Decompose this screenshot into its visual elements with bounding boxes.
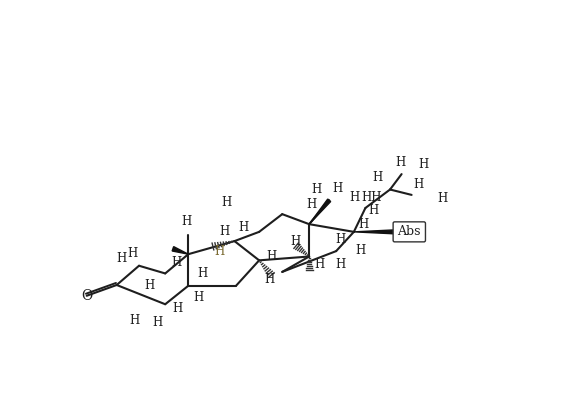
Text: H: H [336, 258, 346, 271]
Text: H: H [395, 156, 405, 169]
Text: H: H [418, 158, 428, 171]
Text: H: H [214, 245, 224, 258]
Text: H: H [171, 256, 181, 269]
Text: H: H [152, 316, 163, 329]
Polygon shape [172, 247, 188, 254]
Text: H: H [356, 244, 366, 257]
Text: H: H [332, 182, 343, 195]
Text: H: H [239, 221, 249, 234]
Text: H: H [369, 204, 379, 217]
Text: H: H [222, 196, 232, 209]
Text: H: H [314, 258, 324, 271]
Text: H: H [144, 279, 155, 292]
Text: H: H [266, 250, 276, 263]
Text: O: O [81, 289, 93, 303]
Polygon shape [309, 199, 331, 224]
Text: H: H [128, 247, 138, 260]
Text: H: H [413, 178, 424, 192]
Text: H: H [437, 192, 448, 205]
Text: H: H [373, 171, 383, 184]
Text: H: H [349, 191, 360, 204]
Text: H: H [290, 234, 300, 247]
Text: H: H [193, 291, 203, 304]
Text: H: H [172, 303, 183, 315]
Text: H: H [307, 198, 317, 211]
Text: H: H [312, 183, 322, 196]
Text: HH: HH [361, 191, 382, 204]
FancyBboxPatch shape [393, 222, 425, 242]
Text: H: H [358, 217, 368, 231]
Text: H: H [265, 273, 275, 286]
Text: H: H [219, 225, 230, 238]
Polygon shape [354, 229, 409, 234]
Text: Abs: Abs [397, 225, 421, 239]
Text: H: H [129, 314, 139, 327]
Text: H: H [336, 233, 346, 246]
Text: H: H [116, 252, 126, 264]
Text: H: H [182, 215, 192, 228]
Text: H: H [197, 267, 207, 280]
